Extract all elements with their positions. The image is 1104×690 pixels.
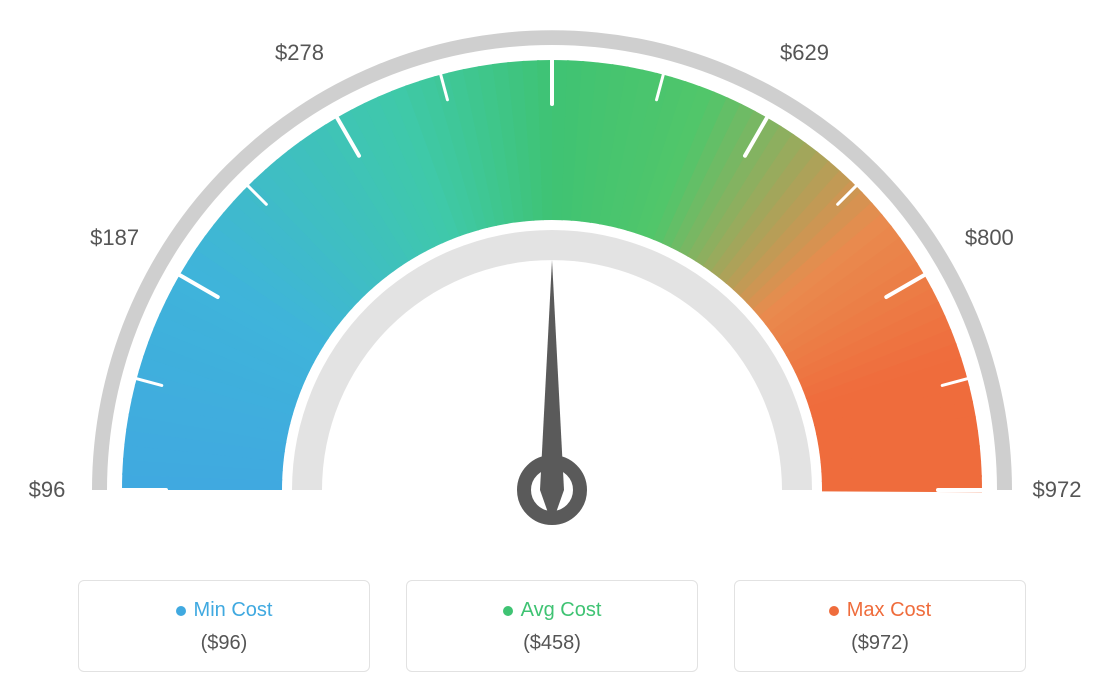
gauge-chart xyxy=(0,0,1104,560)
legend-text-avg: Avg Cost xyxy=(521,599,602,622)
legend-value-min: ($96) xyxy=(79,632,369,655)
legend-card-avg: Avg Cost ($458) xyxy=(406,580,698,672)
gauge-needle xyxy=(540,260,564,524)
gauge-tick-label: $972 xyxy=(1033,477,1082,503)
legend-dot-max xyxy=(829,606,839,616)
legend-dot-avg xyxy=(503,606,513,616)
gauge-tick-label: $278 xyxy=(275,40,324,66)
legend-label-min: Min Cost xyxy=(176,599,273,622)
legend-label-avg: Avg Cost xyxy=(503,599,602,622)
legend-text-min: Min Cost xyxy=(194,599,273,622)
gauge-tick-label: $96 xyxy=(29,477,66,503)
legend-card-min: Min Cost ($96) xyxy=(78,580,370,672)
gauge-svg xyxy=(0,0,1104,560)
legend-dot-min xyxy=(176,606,186,616)
gauge-tick-label: $629 xyxy=(780,40,829,66)
gauge-tick-label: $800 xyxy=(965,225,1014,251)
legend-label-max: Max Cost xyxy=(829,599,931,622)
legend-value-max: ($972) xyxy=(735,632,1025,655)
legend-card-max: Max Cost ($972) xyxy=(734,580,1026,672)
legend-text-max: Max Cost xyxy=(847,599,931,622)
legend-value-avg: ($458) xyxy=(407,632,697,655)
legend-row: Min Cost ($96) Avg Cost ($458) Max Cost … xyxy=(0,580,1104,672)
gauge-tick-label: $187 xyxy=(90,225,139,251)
